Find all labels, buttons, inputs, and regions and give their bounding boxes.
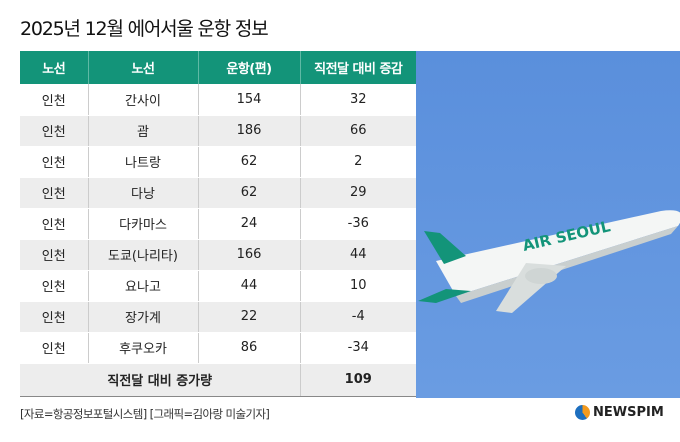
table-cell: 10	[299, 270, 416, 302]
route-table: 노선 노선 운항(편) 직전달 대비 증감 인천 간사이 154 32 인천 괌 186 66…	[20, 51, 416, 397]
table-cell: 인천	[20, 177, 88, 209]
table-cell: 인천	[20, 84, 88, 116]
newspim-logo: NEWSPIM	[575, 405, 664, 420]
airplane-photo: AIR SEOUL	[416, 51, 680, 398]
table-cell: 괌	[87, 115, 198, 147]
table-row: 인천 다낭 62 29	[20, 177, 416, 209]
table-cell: 22	[197, 301, 300, 333]
table-cell: -4	[299, 301, 416, 333]
airplane-illustration: AIR SEOUL	[418, 210, 680, 313]
table-cell: 다카마스	[87, 208, 198, 240]
table-cell: 66	[299, 115, 416, 147]
total-row: 직전달 대비 증가량 109	[20, 362, 416, 397]
table-row: 인천 요나고 44 10	[20, 270, 416, 302]
table-cell: 2	[299, 146, 416, 178]
page-title: 2025년 12월 에어서울 운항 정보	[20, 18, 269, 40]
table-cell: 다낭	[87, 177, 198, 209]
table-cell: 간사이	[87, 84, 198, 116]
total-label: 직전달 대비 증가량	[20, 362, 300, 397]
table-row: 인천 괌 186 66	[20, 115, 416, 147]
table-cell: 장가계	[87, 301, 198, 333]
table-cell: 166	[197, 239, 300, 271]
logo-icon	[575, 405, 590, 420]
table-cell: 62	[197, 177, 300, 209]
col-header: 직전달 대비 증감	[299, 51, 416, 84]
col-header: 노선	[87, 51, 198, 84]
table-cell: 나트랑	[87, 146, 198, 178]
table-cell: 인천	[20, 239, 88, 271]
col-header: 운항(편)	[197, 51, 300, 84]
table-cell: 요나고	[87, 270, 198, 302]
table-cell: 인천	[20, 208, 88, 240]
table-cell: 인천	[20, 301, 88, 333]
table-row: 인천 나트랑 62 2	[20, 146, 416, 178]
table-header: 노선 노선 운항(편) 직전달 대비 증감	[20, 51, 416, 84]
table-row: 인천 후쿠오카 86 -34	[20, 332, 416, 364]
table-row: 인천 도쿄(나리타) 166 44	[20, 239, 416, 271]
table-cell: 인천	[20, 332, 88, 364]
table-cell: 62	[197, 146, 300, 178]
table-cell: -36	[299, 208, 416, 240]
table-cell: -34	[299, 332, 416, 364]
table-row: 인천 간사이 154 32	[20, 84, 416, 116]
table-cell: 186	[197, 115, 300, 147]
table-cell: 154	[197, 84, 300, 116]
table-cell: 86	[197, 332, 300, 364]
table-cell: 29	[299, 177, 416, 209]
table-row: 인천 장가계 22 -4	[20, 301, 416, 333]
table-row: 인천 다카마스 24 -36	[20, 208, 416, 240]
source-credit: [자료=항공정보포털시스템] [그래픽=김아랑 미술기자]	[20, 407, 270, 421]
table-cell: 인천	[20, 146, 88, 178]
table-cell: 32	[299, 84, 416, 116]
table-cell: 도쿄(나리타)	[87, 239, 198, 271]
table-cell: 44	[197, 270, 300, 302]
table-cell: 24	[197, 208, 300, 240]
total-value: 109	[299, 362, 416, 397]
table-cell: 44	[299, 239, 416, 271]
table-cell: 인천	[20, 115, 88, 147]
col-header: 노선	[20, 51, 88, 84]
table-cell: 인천	[20, 270, 88, 302]
table-cell: 후쿠오카	[87, 332, 198, 364]
